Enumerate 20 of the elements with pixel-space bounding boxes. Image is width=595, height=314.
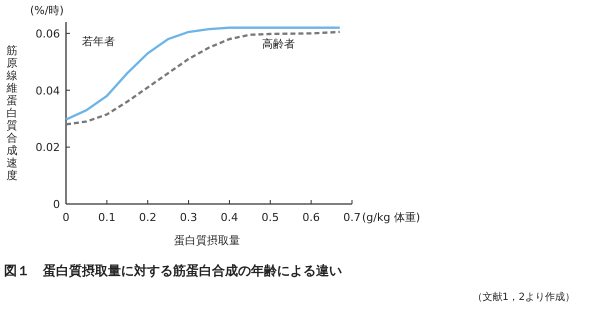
x-tick-label: 0 [62,211,70,224]
text: (g/kg 体重) [362,211,420,224]
y-tick-label: 0.06 [36,27,60,40]
y-tick-label: 0 [53,198,60,211]
text: 筋原線維蛋白質合成速度 [6,44,18,182]
x-tick-label: 0.7 [343,211,361,224]
x-axis-title: 蛋白質摂取量 [174,234,240,247]
x-tick-label: 0.2 [138,211,156,224]
text: 図１ 蛋白質摂取量に対する筋蛋白合成の年齢による違い [4,263,342,279]
x-tick-label: 0.6 [302,211,320,224]
x-tick-label: 0.1 [98,211,116,224]
y-tick-label: 0.02 [36,141,60,154]
text: （文献1，2より作成） [472,291,575,303]
x-tick-label: 0.5 [262,211,280,224]
text: (%/時) [30,4,64,17]
text: 若年者 [82,34,116,48]
x-tick-label: 0.3 [180,211,198,224]
y-tick-label: 0.04 [36,84,60,98]
series-label: 高齢者 [262,38,295,51]
x-tick-label: 0.4 [220,211,238,224]
